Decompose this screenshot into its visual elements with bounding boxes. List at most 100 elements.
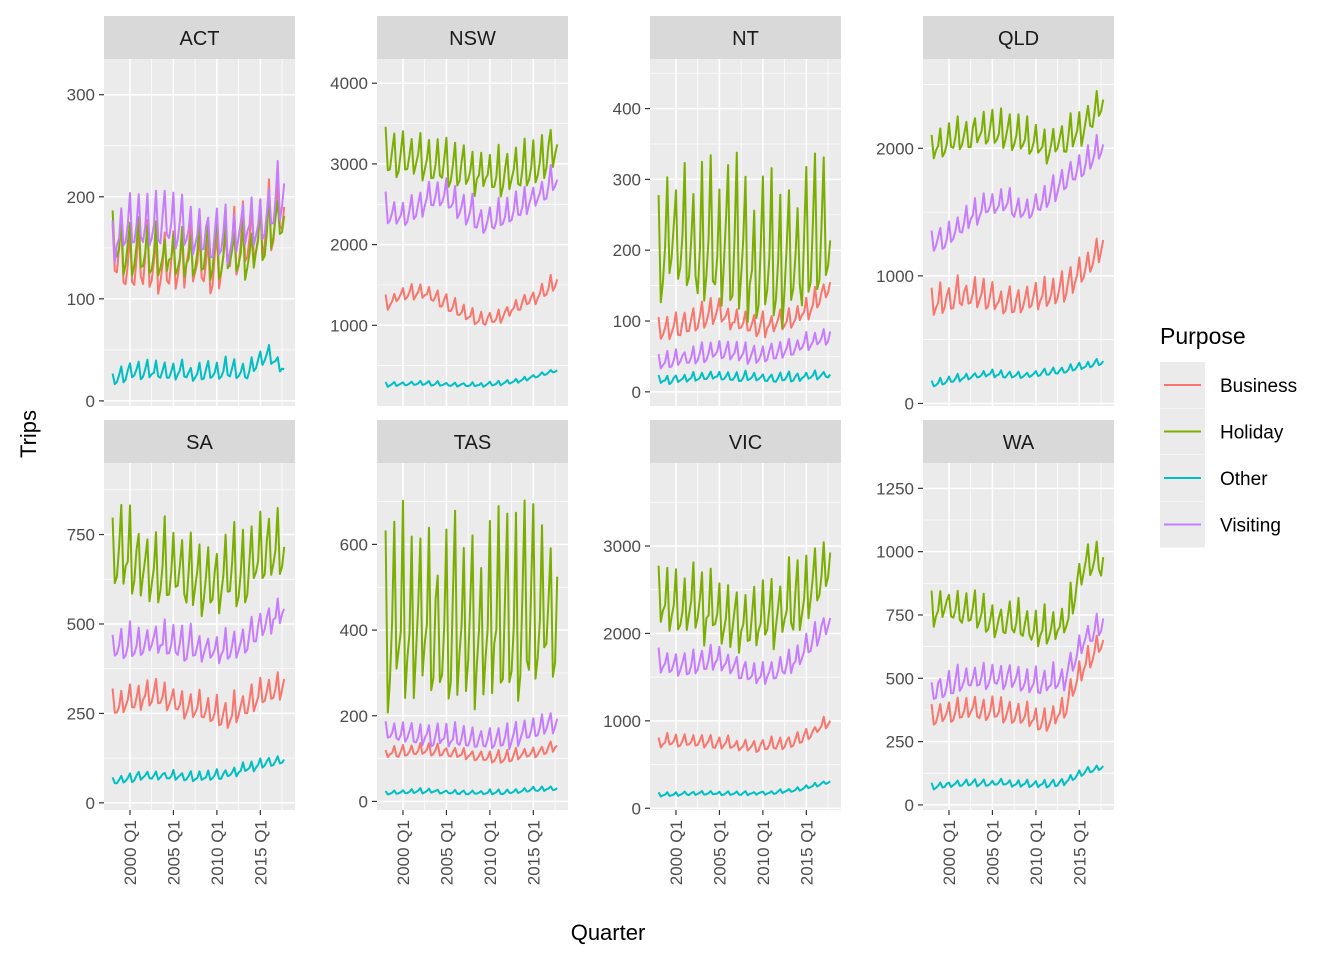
y-axis-title: Trips	[16, 410, 41, 458]
y-tick-label: 2000	[876, 139, 914, 158]
panel-nsw: NSW 1000 2000 3000 4000	[330, 16, 568, 406]
x-axis-title: Quarter	[571, 920, 646, 945]
series-line-holiday	[384, 126, 559, 198]
legend-label: Other	[1220, 469, 1268, 490]
y-tick-label: 100	[67, 290, 95, 309]
series-line-other	[930, 358, 1105, 388]
series-line-business	[930, 634, 1105, 732]
legend-entry-holiday: Holiday	[1160, 408, 1284, 455]
facet-label: TAS	[454, 432, 491, 454]
y-tick-label: 1000	[603, 712, 641, 731]
x-tick-label: 2010 Q1	[1027, 820, 1046, 885]
facet-strip	[377, 16, 568, 59]
y-tick-label: 4000	[330, 74, 368, 93]
series-line-holiday	[111, 503, 286, 618]
panel-wa: WA 0 250 500 750 1000 1250 2000 Q1 2005 Q1 2010 Q…	[876, 420, 1114, 885]
x-tick-label: 2000 Q1	[940, 820, 959, 885]
y-tick-label: 250	[67, 704, 95, 723]
x-tick-label: 2005 Q1	[983, 820, 1002, 885]
y-tick-label: 0	[632, 799, 641, 818]
x-tick-label: 2005 Q1	[710, 820, 729, 885]
facet-label: NSW	[449, 28, 496, 50]
series-line-visiting	[111, 597, 286, 665]
series-line-visiting	[657, 617, 832, 685]
series-line-business	[384, 273, 559, 326]
series-line-visiting	[384, 712, 559, 751]
series-line-visiting	[930, 612, 1105, 700]
panel-qld: QLD 0 1000 2000	[876, 16, 1114, 413]
legend-entry-visiting: Visiting	[1160, 501, 1281, 548]
y-tick-label: 0	[905, 796, 914, 815]
series-line-other	[930, 764, 1104, 791]
facet-strip	[650, 420, 841, 463]
series-line-other	[657, 369, 832, 386]
y-tick-label: 300	[67, 86, 95, 105]
series-line-holiday	[930, 540, 1105, 648]
series-line-holiday	[930, 90, 1105, 165]
x-tick-label: 2010 Q1	[481, 820, 500, 885]
facet-label: NT	[732, 28, 759, 50]
y-tick-label: 2000	[330, 236, 368, 255]
panel-background	[923, 59, 1114, 406]
y-tick-label: 400	[613, 100, 641, 119]
legend-entry-other: Other	[1160, 455, 1268, 501]
x-tick-label: 2005 Q1	[437, 820, 456, 885]
y-tick-label: 3000	[330, 155, 368, 174]
y-tick-label: 0	[905, 394, 914, 413]
facet-label: ACT	[180, 28, 220, 50]
y-tick-label: 200	[613, 241, 641, 260]
series-line-other	[657, 780, 831, 798]
y-tick-label: 1000	[330, 316, 368, 335]
y-tick-label: 0	[86, 794, 95, 813]
legend: Purpose Business Holiday Other Visiting	[1160, 323, 1297, 548]
y-tick-label: 200	[67, 188, 95, 207]
y-tick-label: 500	[886, 669, 914, 688]
panel-background	[377, 59, 568, 406]
legend-label: Holiday	[1220, 423, 1284, 444]
facet-strip	[377, 420, 568, 463]
series-line-business	[930, 237, 1105, 316]
panel-vic: VIC 0 1000 2000 3000 2000 Q1 2005 Q1 2010 Q1 201…	[603, 420, 841, 885]
facet-panels: ACT0100200300NSW1000200030004000NT010020…	[67, 16, 1114, 885]
series-line-other	[111, 344, 285, 386]
y-tick-label: 1000	[876, 543, 914, 562]
series-line-other	[384, 369, 558, 388]
y-tick-label: 100	[613, 312, 641, 331]
y-tick-label: 600	[340, 535, 368, 554]
facet-label: WA	[1003, 432, 1035, 454]
facet-strip	[923, 420, 1114, 463]
y-tick-label: 200	[340, 707, 368, 726]
x-tick-label: 2000 Q1	[121, 820, 140, 885]
series-line-visiting	[384, 163, 559, 234]
series-line-business	[384, 740, 558, 764]
legend-label: Visiting	[1220, 516, 1281, 537]
panel-background	[923, 463, 1114, 810]
legend-entry-business: Business	[1160, 362, 1297, 408]
legend-title: Purpose	[1160, 323, 1246, 349]
series-line-visiting	[657, 328, 832, 370]
facet-label: SA	[186, 432, 213, 454]
panel-sa: SA 0 250 500 750 2000 Q1 2005 Q1 2010 Q1 2015 Q1	[67, 420, 295, 885]
y-tick-label: 750	[67, 526, 95, 545]
series-line-holiday	[111, 193, 286, 281]
facet-strip	[104, 16, 295, 59]
facet-label: QLD	[998, 28, 1039, 50]
x-tick-label: 2015 Q1	[524, 820, 543, 885]
x-tick-label: 2010 Q1	[754, 820, 773, 885]
y-tick-label: 0	[632, 383, 641, 402]
panel-tas: TAS 0 200 400 600 2000 Q1 2005 Q1 2010 Q1 2015 Q…	[340, 420, 568, 885]
y-tick-label: 750	[886, 606, 914, 625]
x-tick-label: 2000 Q1	[394, 820, 413, 885]
series-line-holiday	[657, 151, 832, 329]
series-line-holiday	[384, 499, 559, 714]
series-line-business	[657, 715, 832, 753]
y-tick-label: 500	[67, 615, 95, 634]
x-tick-label: 2015 Q1	[1070, 820, 1089, 885]
facet-label: VIC	[729, 432, 762, 454]
series-line-holiday	[657, 541, 832, 654]
y-tick-label: 1250	[876, 479, 914, 498]
y-tick-label: 400	[340, 621, 368, 640]
x-tick-label: 2015 Q1	[251, 820, 270, 885]
series-line-other	[384, 785, 558, 796]
